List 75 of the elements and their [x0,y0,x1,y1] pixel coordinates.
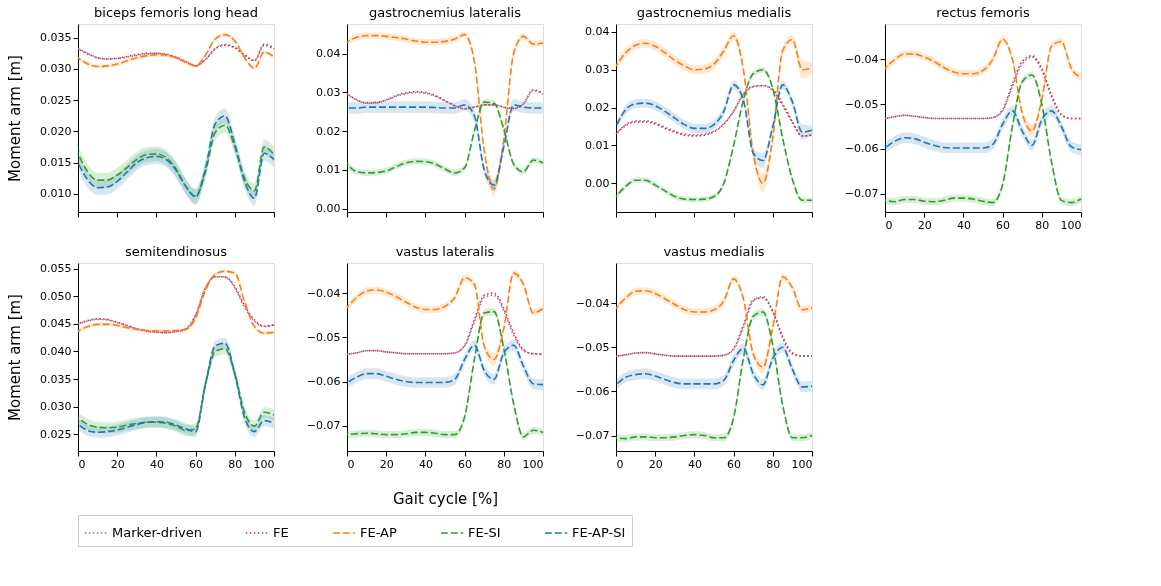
x-tick-label: 80 [1035,218,1050,232]
y-tick-label: 0.050 [40,289,72,303]
y-tick-label: −0.05 [306,330,341,344]
y-tick-label: 0.030 [40,62,72,76]
chart-title: rectus femoris [936,5,1030,20]
y-tick-label: 0.00 [316,202,341,216]
x-tick-label: 60 [727,457,742,471]
x-tick-label: 60 [458,457,473,471]
x-tick-label: 80 [228,457,243,471]
y-tick-label: 0.035 [40,31,72,45]
y-tick-label: 0.030 [40,400,72,414]
y-tick-label: 0.015 [40,156,72,170]
y-tick-label: 0.020 [40,124,72,138]
y-tick-label: 0.03 [316,85,341,99]
x-axis-title: Gait cycle [%] [392,489,499,508]
chart-title: gastrocnemius medialis [636,5,792,20]
y-tick-label: 0.03 [585,63,610,77]
x-tick-label: 100 [1060,218,1082,232]
x-tick-label: 40 [149,457,164,471]
y-tick-label: 0.02 [585,101,610,115]
y-tick-label: −0.04 [844,52,879,66]
x-tick-label: 40 [418,457,433,471]
y-tick-label: −0.05 [575,340,610,354]
y-tick-label: 0.025 [40,93,72,107]
y-tick-label: 0.025 [40,427,72,441]
y-axis-title: Moment arm [m] [5,55,24,182]
y-tick-label: 0.04 [316,47,341,61]
y-tick-label: 0.01 [316,163,341,177]
legend-label: FE-AP-SI [572,525,626,540]
x-tick-label: 0 [347,457,355,471]
x-tick-label: 0 [885,218,893,232]
legend-label: FE-SI [468,525,501,540]
x-tick-label: 60 [189,457,204,471]
y-tick-label: −0.06 [306,375,341,389]
x-tick-label: 0 [616,457,624,471]
legend-label: Marker-driven [112,525,202,540]
x-tick-label: 20 [379,457,394,471]
x-tick-label: 20 [648,457,663,471]
x-tick-label: 80 [766,457,781,471]
x-tick-label: 60 [996,218,1011,232]
y-tick-label: −0.06 [575,384,610,398]
y-tick-label: −0.07 [575,429,610,443]
y-tick-label: 0.04 [585,25,610,39]
y-tick-label: 0.040 [40,344,72,358]
x-tick-label: 100 [253,457,275,471]
chart-title: biceps femoris long head [94,5,258,20]
x-tick-label: 40 [956,218,971,232]
legend-label: FE-AP [360,525,397,540]
y-axis-title: Moment arm [m] [5,294,24,421]
x-tick-label: 20 [917,218,932,232]
x-tick-label: 0 [78,457,86,471]
x-tick-label: 100 [791,457,813,471]
y-tick-label: −0.05 [844,97,879,111]
y-tick-label: −0.07 [844,187,879,201]
y-tick-label: 0.00 [585,176,610,190]
y-tick-label: 0.010 [40,187,72,201]
line-series [615,84,813,137]
y-tick-label: −0.04 [575,296,610,310]
y-tick-label: 0.035 [40,372,72,386]
y-tick-label: 0.02 [316,124,341,138]
y-tick-label: −0.06 [844,142,879,156]
x-tick-label: 40 [687,457,702,471]
y-tick-label: −0.04 [306,286,341,300]
x-tick-label: 80 [497,457,512,471]
y-tick-label: 0.055 [40,262,72,276]
chart-title: vastus medialis [663,244,765,259]
chart-title: gastrocnemius lateralis [369,5,522,20]
x-tick-label: 20 [110,457,125,471]
x-tick-label: 100 [522,457,544,471]
y-tick-label: 0.045 [40,317,72,331]
chart-title: vastus lateralis [395,244,495,259]
y-tick-label: −0.07 [306,419,341,433]
y-tick-label: 0.01 [585,138,610,152]
legend-label: FE [273,525,289,540]
chart-title: semitendinosus [124,243,228,259]
